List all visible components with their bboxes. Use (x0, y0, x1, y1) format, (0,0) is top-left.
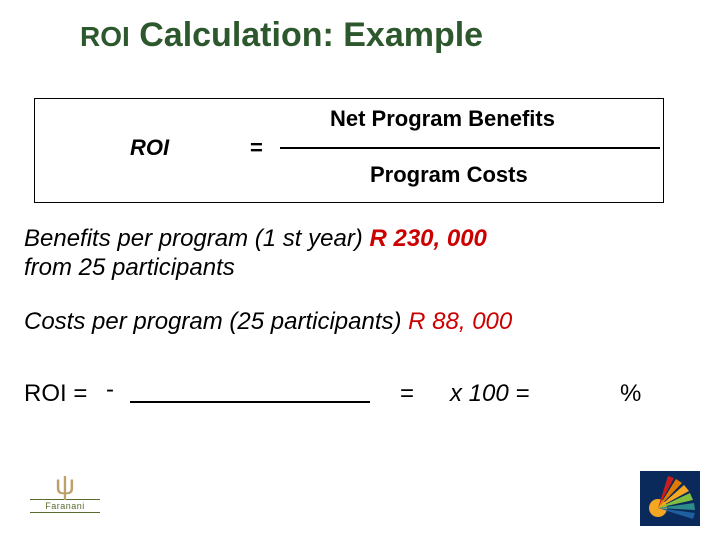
benefits-text-2: from 25 participants (24, 254, 235, 282)
benefits-value: R 230, 000 (369, 225, 486, 252)
roi-blank-line (130, 401, 370, 403)
benefits-text: Benefits per program (1 st year) R 230, … (24, 225, 487, 253)
formula-equals: = (250, 135, 263, 161)
costs-value: R 88, 000 (408, 308, 512, 335)
formula-numerator: Net Program Benefits (330, 106, 555, 132)
costs-text: Costs per program (25 participants) R 88… (24, 308, 512, 336)
roi-bottom-percent: % (620, 380, 641, 408)
antlers-icon: ψ (30, 471, 100, 499)
formula-denominator: Program Costs (370, 162, 528, 188)
sunburst-logo (640, 471, 700, 526)
slide-title: ROI Calculation: Example (80, 16, 483, 55)
benefits-prefix: Benefits per program (1 st year) (24, 225, 369, 252)
title-prefix: ROI (80, 21, 130, 52)
roi-bottom-dash: - (106, 376, 114, 404)
costs-prefix: Costs per program (25 participants) (24, 308, 408, 335)
faranani-logo: ψ Faranani (30, 471, 100, 526)
logo-left-text: Faranani (30, 499, 100, 513)
formula-fraction-line (280, 147, 660, 149)
title-rest: Calculation: Example (130, 16, 483, 54)
roi-bottom-label: ROI = (24, 380, 87, 408)
roi-bottom-eq2: = (400, 380, 414, 408)
roi-bottom-x100: x 100 = (450, 380, 529, 408)
formula-lhs: ROI (130, 135, 169, 161)
